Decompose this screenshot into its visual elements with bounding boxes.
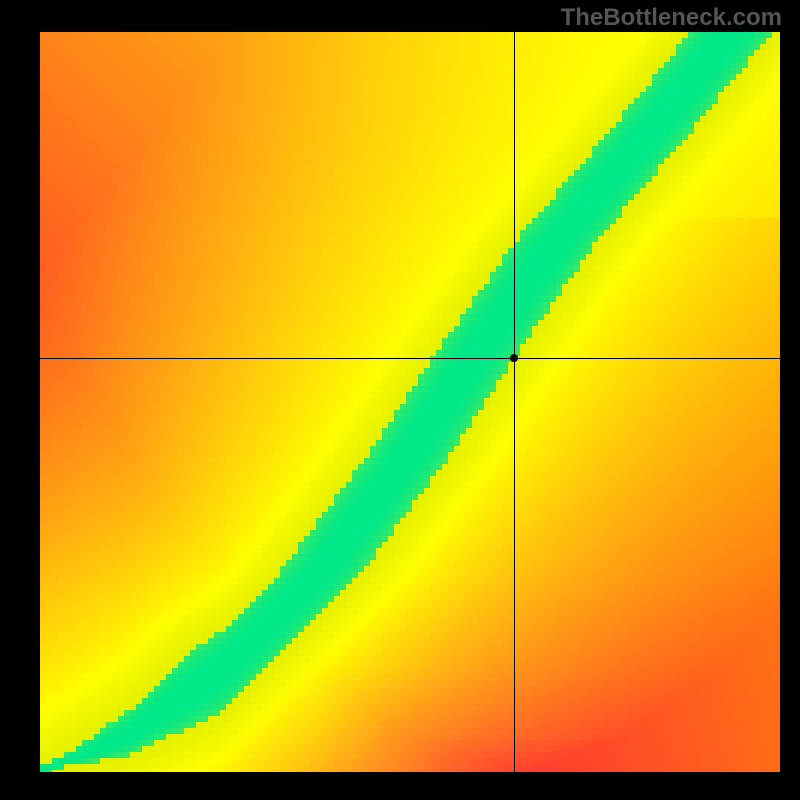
heatmap-canvas [40,32,780,772]
heatmap-plot [40,32,780,772]
crosshair-horizontal [40,358,780,359]
crosshair-marker [510,354,518,362]
attribution-text: TheBottleneck.com [561,4,782,32]
crosshair-vertical [514,32,515,772]
